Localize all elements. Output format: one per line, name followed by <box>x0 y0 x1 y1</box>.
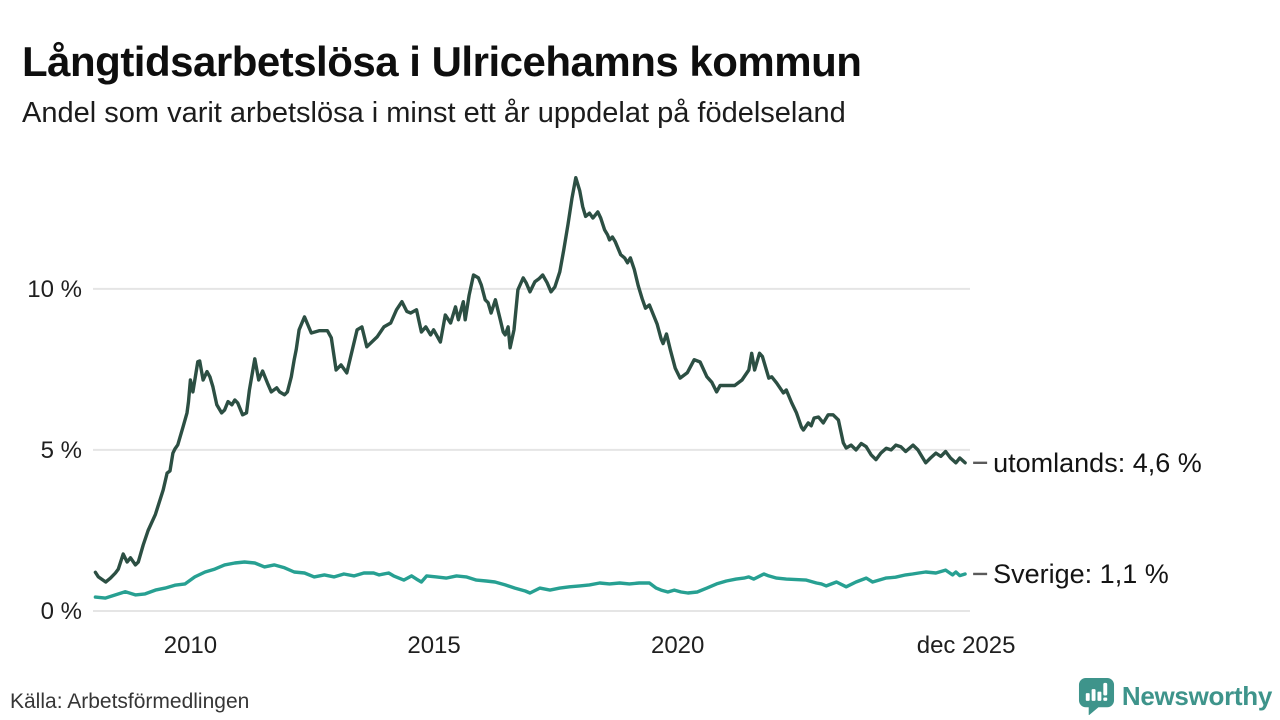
y-axis-tick-label: 5 % <box>41 437 82 464</box>
newsworthy-wordmark: Newsworthy <box>1121 680 1272 711</box>
series-end-label-Sverige: Sverige: 1,1 % <box>993 559 1169 589</box>
series-line-Sverige <box>93 560 967 600</box>
series-end-label-utomlands: utomlands: 4,6 % <box>993 448 1202 478</box>
x-axis-tick-label: dec 2025 <box>917 632 1016 659</box>
newsworthy-icon <box>1078 677 1114 715</box>
page-subtitle: Andel som varit arbetslösa i minst ett å… <box>22 97 846 129</box>
newsworthy-logo[interactable]: Newsworthy <box>1078 677 1272 715</box>
x-axis-tick-label: 2015 <box>407 632 460 659</box>
x-axis-tick-label: 2020 <box>651 632 704 659</box>
y-axis-tick-label: 10 % <box>27 276 82 303</box>
series-line-utomlands <box>93 175 967 584</box>
x-axis-tick-label: 2010 <box>164 632 217 659</box>
y-axis-tick-label: 0 % <box>41 598 82 625</box>
source-note: Källa: Arbetsförmedlingen <box>10 690 250 713</box>
page-title: Långtidsarbetslösa i Ulricehamns kommun <box>22 38 862 86</box>
